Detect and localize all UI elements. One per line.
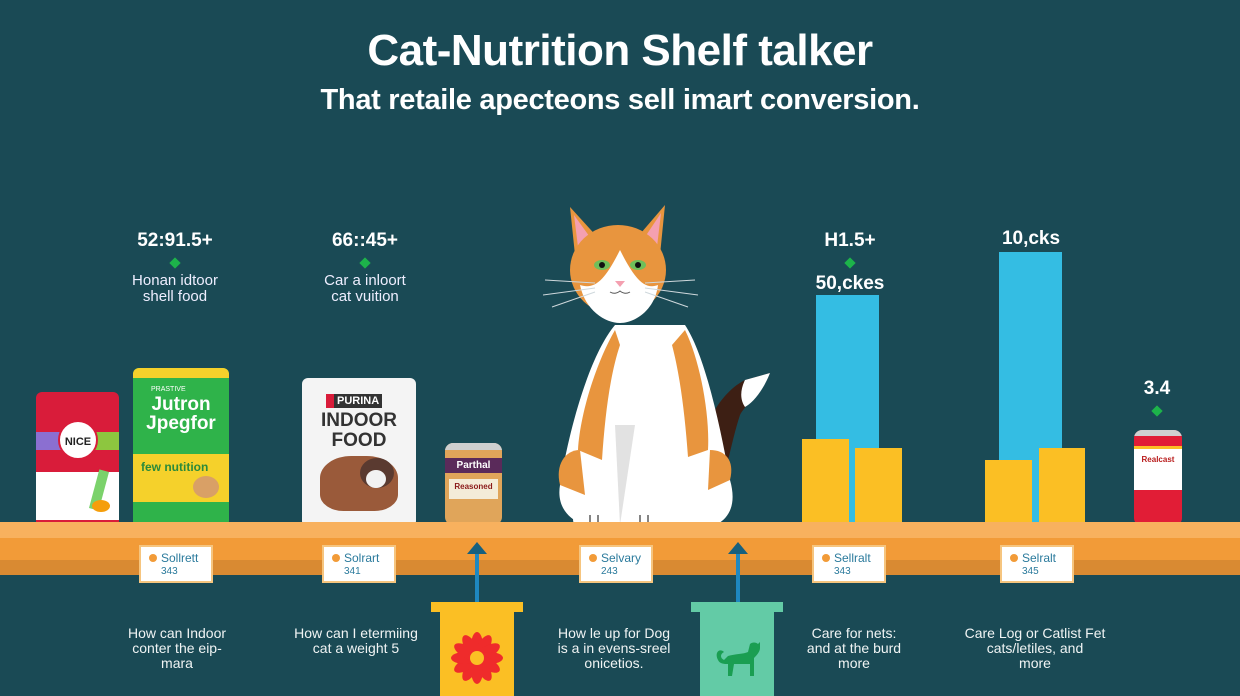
stat-callout-5: 3.4: [1057, 378, 1240, 421]
tag-label: Solrart: [344, 551, 380, 565]
stat-desc: Car a inloort: [324, 272, 406, 289]
bar-yellow-2b: [1039, 448, 1085, 522]
arrow-up-icon: [467, 542, 487, 554]
shelf-tag-4[interactable]: Sellralt 343: [812, 545, 886, 583]
brand-logo: PURINA: [326, 394, 383, 408]
flower-icon: [451, 632, 503, 684]
page-subtitle: That retaile apecteons sell imart conver…: [320, 84, 920, 116]
stat-callout-2: 66::45+ Car a inloort cat vuition: [265, 230, 465, 305]
question-line: and at the burd: [806, 640, 902, 656]
bin-rim-yellow: [431, 602, 523, 612]
stat-value: 52:91.5+: [137, 230, 213, 251]
diamond-icon: [844, 257, 856, 269]
product-bag-red[interactable]: NICE: [36, 392, 119, 527]
tag-number: 341: [344, 566, 361, 577]
stat-value: 3.4: [1143, 378, 1171, 399]
diamond-icon: [169, 257, 181, 269]
brand-line2: Jpegfor: [146, 413, 216, 434]
brand-line1: Jutron: [151, 394, 211, 415]
shelf-tag-2[interactable]: Solrart 341: [322, 545, 396, 583]
shelf-tag-3[interactable]: Selvary 243: [579, 545, 653, 583]
product-can-red[interactable]: Realcast: [1134, 430, 1182, 526]
question-line: Care Log or Catlist Fet: [964, 625, 1106, 641]
stat-value: 66::45+: [331, 230, 399, 251]
stat-desc: cat vuition: [331, 288, 399, 305]
bar-yellow-1b: [855, 448, 902, 522]
tag-number: 343: [161, 566, 178, 577]
bar-yellow-2a: [985, 460, 1032, 522]
dot-icon: [149, 554, 157, 562]
question-line: onicetios.: [584, 655, 644, 671]
dot-icon: [1010, 554, 1018, 562]
cat-illustration: [542, 205, 770, 532]
tag-label: Sollrett: [161, 551, 199, 565]
tag-label: Selralt: [1022, 551, 1057, 565]
shelf-tag-1[interactable]: Sollrett 343: [139, 545, 213, 583]
question-text-4: Care for nets: and at the burd more: [769, 626, 939, 671]
brand-label: Parthal: [445, 458, 502, 473]
stat-value: 10,cks: [1001, 228, 1061, 249]
arrow-line: [736, 554, 740, 602]
stat-callout-1: 52:91.5+ Honan idtoor shell food: [75, 230, 275, 305]
brand-label: Realcast: [1134, 446, 1182, 490]
question-line: How can Indoor: [127, 625, 227, 641]
question-line: cats/letiles, and: [986, 640, 1084, 656]
question-text-2: How can I etermiing cat a weight 5: [271, 626, 441, 656]
product-bag-purina[interactable]: PURINA INDOOR FOOD: [302, 378, 416, 527]
question-line: How can I etermiing: [294, 625, 418, 641]
question-line: mara: [161, 655, 193, 671]
stat-callout-4: 10,cks: [931, 228, 1131, 250]
question-line: cat a weight 5: [312, 640, 400, 656]
product-bag-green[interactable]: PRASTIVE Jutron Jpegfor few nutition: [133, 368, 229, 527]
arrow-line: [475, 554, 479, 602]
tag-label: Selvary: [601, 551, 642, 565]
product-line1: INDOOR: [321, 410, 397, 431]
product-can-gold[interactable]: Parthal Reasoned: [445, 443, 502, 525]
stat-desc: shell food: [142, 288, 208, 305]
question-line: Care for nets:: [811, 625, 897, 641]
tag-number: 343: [834, 566, 851, 577]
stat-callout-3: H1.5+ 50,ckes: [750, 230, 950, 295]
question-line: conter the eip-: [132, 640, 222, 656]
question-line: more: [1019, 655, 1051, 671]
shelf-tag-5[interactable]: Selralt 345: [1000, 545, 1074, 583]
stat-subvalue: 50,ckes: [815, 273, 885, 294]
dot-icon: [589, 554, 597, 562]
question-text-5: Care Log or Catlist Fet cats/letiles, an…: [945, 626, 1125, 671]
question-line: is a in evens-sreel: [557, 640, 671, 656]
bin-rim-green: [691, 602, 783, 612]
product-sub: Reasoned: [449, 479, 498, 499]
dot-icon: [332, 554, 340, 562]
bin-yellow[interactable]: [440, 612, 514, 696]
arrow-up-icon: [728, 542, 748, 554]
tag-number: 345: [1022, 566, 1039, 577]
tag-label: Sellralt: [834, 551, 871, 565]
shelf-top: [0, 522, 1240, 538]
page-title: Cat-Nutrition Shelf talker: [367, 26, 873, 75]
question-text-1: How can Indoor conter the eip- mara: [92, 626, 262, 671]
diamond-icon: [1151, 405, 1163, 417]
bin-green[interactable]: [700, 612, 774, 696]
tag-number: 243: [601, 566, 618, 577]
product-line2: FOOD: [331, 430, 387, 451]
question-line: more: [838, 655, 870, 671]
bar-yellow-1a: [802, 439, 849, 522]
question-text-3: How le up for Dog is a in evens-sreel on…: [529, 626, 699, 671]
stat-desc: Honan idtoor: [132, 272, 218, 289]
question-line: How le up for Dog: [557, 625, 671, 641]
diamond-icon: [359, 257, 371, 269]
product-small-label: PRASTIVE: [151, 386, 186, 393]
dog-icon: [716, 642, 760, 676]
dot-icon: [822, 554, 830, 562]
stat-value: H1.5+: [824, 230, 876, 251]
brand-logo: NICE: [58, 420, 98, 460]
